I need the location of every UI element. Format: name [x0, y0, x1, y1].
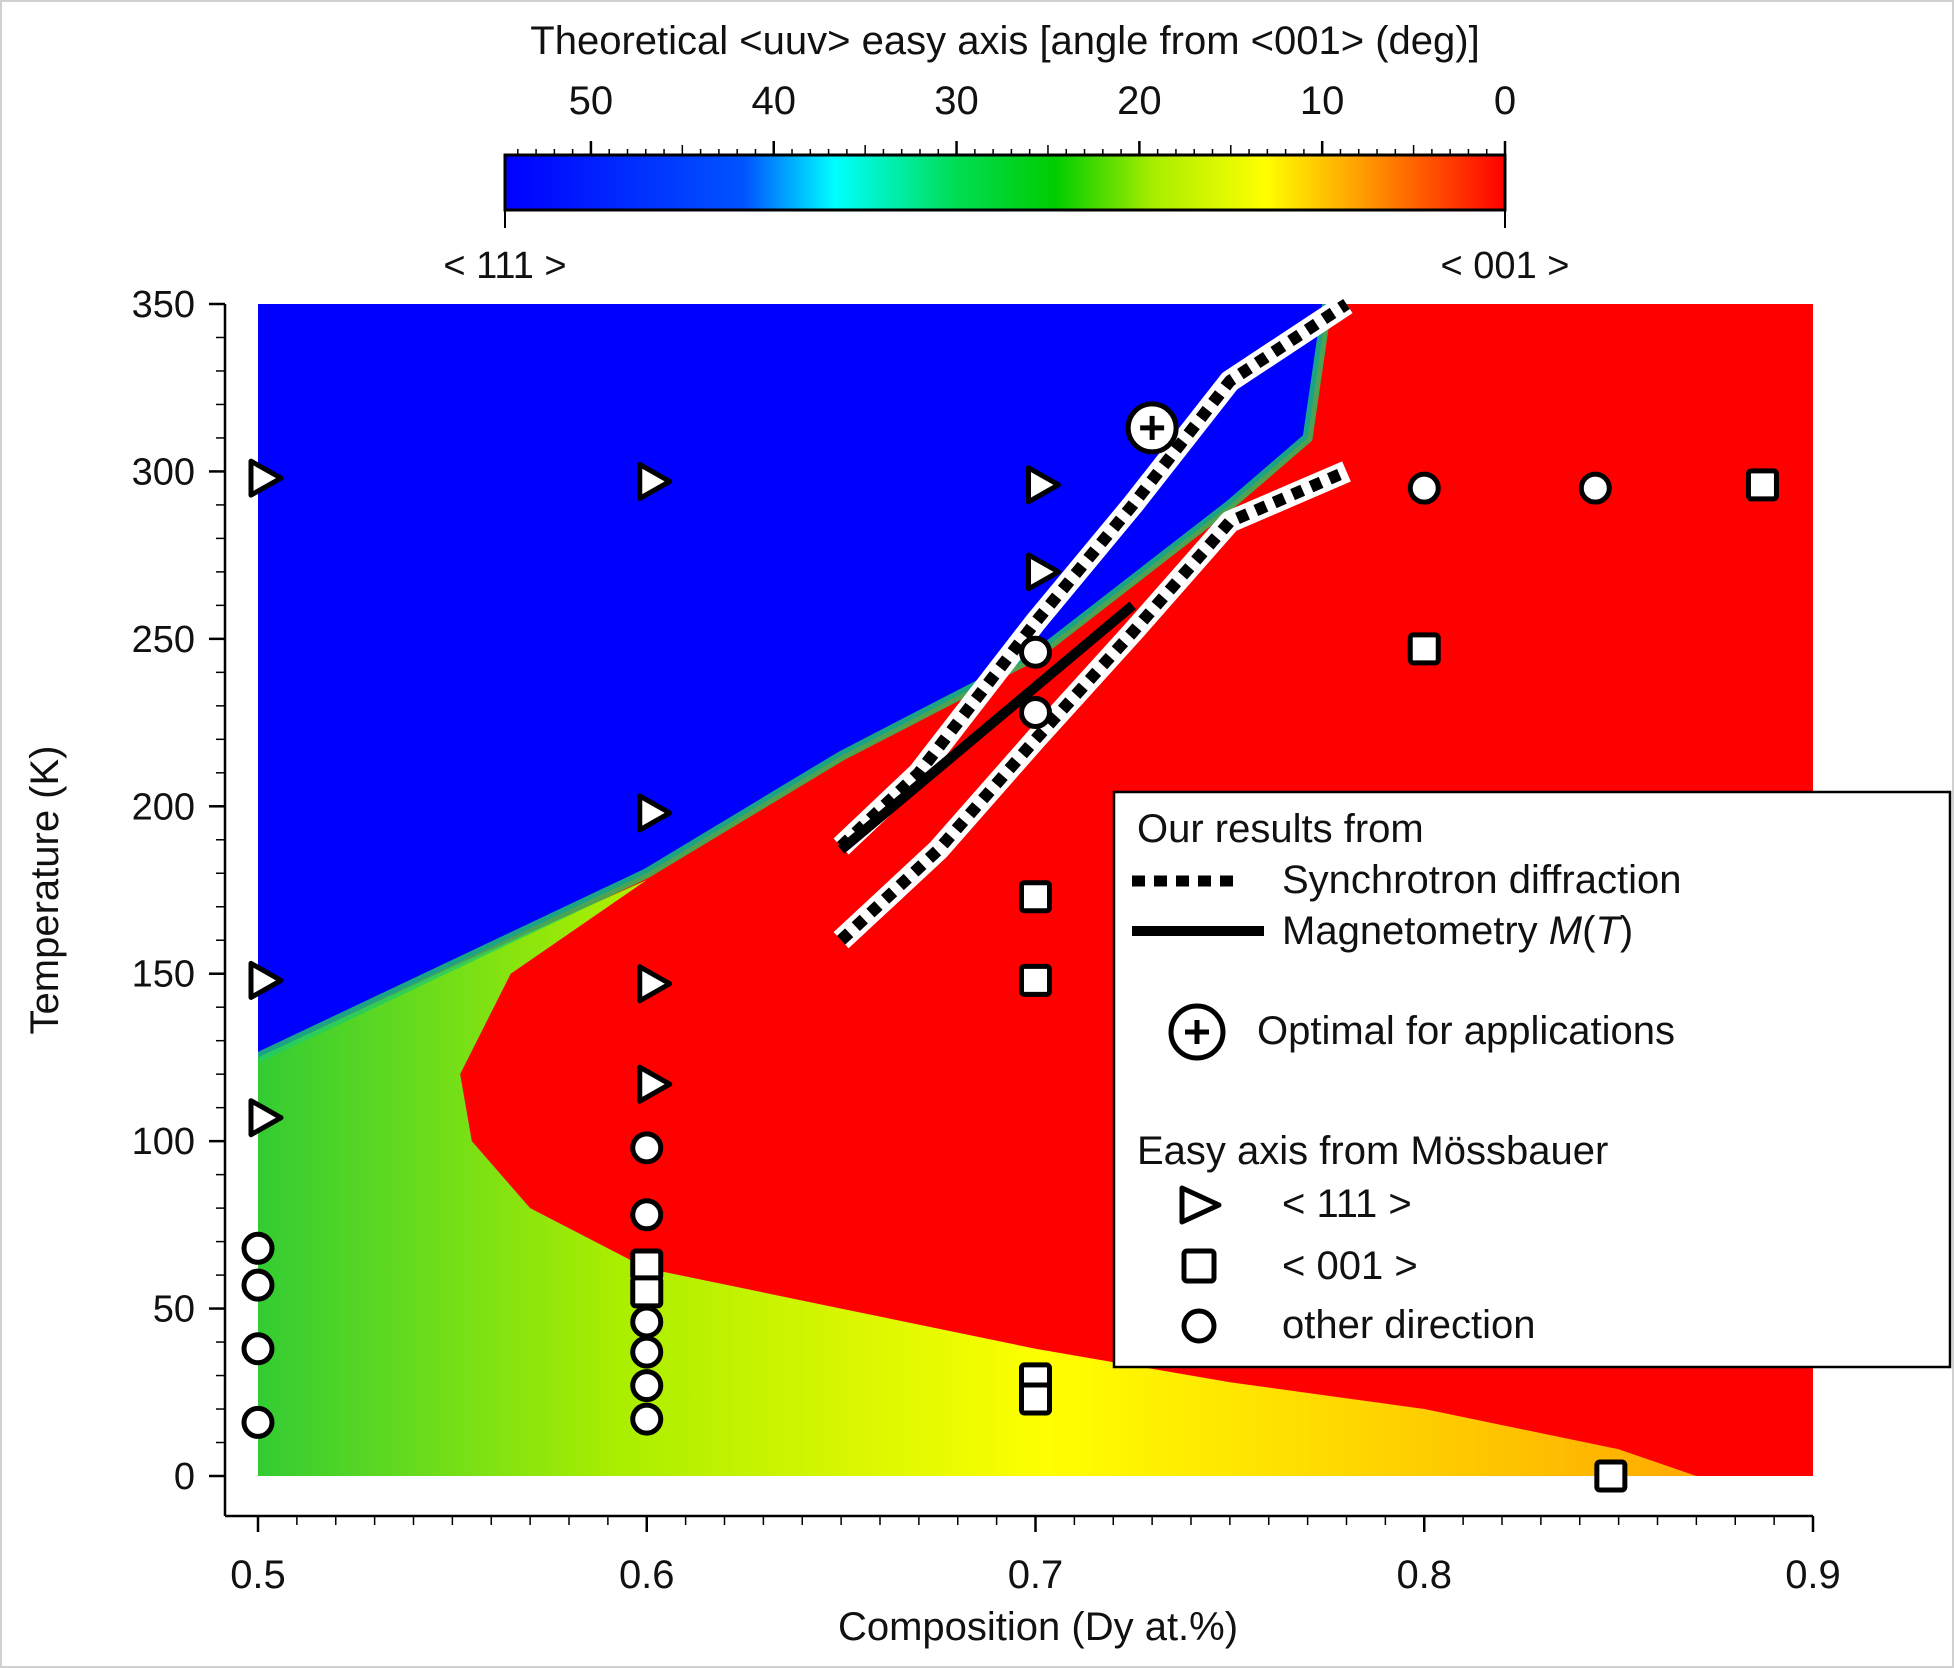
legend-box: [1112, 790, 1952, 1369]
colorbar: Theoretical <uuv> easy axis [angle from …: [443, 19, 1569, 287]
legend-mossbauer-header: Easy axis from Mössbauer: [1137, 1129, 1608, 1173]
circle-other-marker: [1578, 471, 1612, 505]
circle-other-marker: [630, 1198, 664, 1232]
x-axis-tick-label: 0.9: [1785, 1553, 1841, 1597]
y-axis-tick-label: 350: [132, 284, 195, 326]
x-axis-label: Composition (Dy at.%): [838, 1605, 1238, 1649]
x-axis-tick-label: 0.8: [1396, 1553, 1452, 1597]
legend-circle-icon: [1181, 1308, 1217, 1344]
legend-circle-label: other direction: [1282, 1303, 1535, 1347]
triangle-111-marker: [248, 458, 284, 498]
y-axis-tick-label: 0: [174, 1456, 195, 1498]
legend-optimal-label: Optimal for applications: [1257, 1009, 1675, 1053]
magnetometry-line: [837, 601, 1136, 854]
circle-other-marker: [241, 1231, 275, 1265]
square-001-marker: [630, 1248, 664, 1282]
colorbar-right-end-label: < 001 >: [1441, 245, 1570, 287]
x-axis-tick-label: 0.5: [230, 1553, 286, 1597]
triangle-111-marker: [1026, 552, 1061, 592]
colorbar-tick-label: 20: [1117, 79, 1162, 123]
colorbar-gradient-bar: [503, 153, 1507, 212]
legend-square-icon: [1181, 1248, 1217, 1284]
legend-square-label: < 001 >: [1282, 1244, 1418, 1288]
circle-other-marker: [630, 1369, 664, 1403]
triangle-111-marker: [637, 964, 673, 1004]
circle-other-marker: [630, 1131, 664, 1165]
circle-other-marker: [630, 1335, 664, 1369]
heatmap-region-111: [258, 304, 1328, 1058]
square-001-marker: [1407, 632, 1441, 666]
y-axis-tick-label: 300: [132, 451, 195, 493]
legend-optimal-icon: [1168, 1003, 1226, 1061]
x-axis-tick-label: 0.7: [1008, 1553, 1064, 1597]
data-markers: [241, 401, 1779, 1493]
legend-triangle-label: < 111 >: [1282, 1182, 1412, 1226]
optimal-marker: [1125, 401, 1179, 455]
colorbar-tick-label: 40: [751, 79, 796, 123]
circle-other-marker: [630, 1402, 664, 1436]
colorbar-tick-label: 0: [1494, 79, 1516, 123]
colorbar-left-end-label: < 111 >: [443, 245, 566, 287]
circle-other-marker: [630, 1305, 664, 1339]
colorbar-tick-label: 10: [1300, 79, 1345, 123]
y-axis-tick-label: 250: [132, 619, 195, 661]
triangle-111-marker: [1026, 465, 1061, 505]
x-axis-ticks: 0.5 0.6 0.7 0.8 0.9: [230, 1516, 1841, 1597]
colorbar-ticks: 50 40 30 20 10 0: [517, 79, 1516, 155]
synchrotron-line: [836, 298, 1350, 851]
triangle-111-marker: [637, 1064, 673, 1104]
circle-other-marker: [241, 1405, 275, 1439]
axes: 0 50 100 150 200 250 300 350 0.5 0.6 0.7 0.8 0.9 Co…: [23, 284, 1841, 1649]
circle-other-marker: [241, 1268, 275, 1302]
y-axis-ticks: 0 50 100 150 200 250 300 350: [132, 284, 225, 1498]
y-axis-tick-label: 150: [132, 954, 195, 996]
square-001-marker: [1019, 1382, 1052, 1416]
y-axis-tick-label: 200: [132, 786, 195, 828]
circle-other-marker: [1407, 471, 1441, 505]
square-001-marker: [1745, 468, 1779, 502]
circle-other-marker: [241, 1332, 275, 1366]
colorbar-tick-label: 30: [934, 79, 979, 123]
triangle-111-marker: [637, 793, 673, 833]
square-001-marker: [630, 1275, 664, 1309]
circle-other-marker: [1019, 696, 1052, 730]
legend-magnetometry-label: Magnetometry M(T): [1282, 909, 1633, 953]
legend-header: Our results from: [1137, 807, 1424, 851]
triangle-111-marker: [248, 960, 284, 1000]
y-axis-tick-label: 100: [132, 1121, 195, 1163]
x-axis-tick-label: 0.6: [619, 1553, 675, 1597]
legend-triangle-icon: [1179, 1185, 1222, 1225]
colorbar-tick-label: 50: [569, 79, 614, 123]
series-lines: [833, 294, 1353, 949]
legend-synchrotron-label: Synchrotron diffraction: [1282, 858, 1681, 902]
legend: Our results from Synchrotron diffraction…: [1112, 790, 1952, 1369]
square-001-marker: [1019, 963, 1052, 997]
y-axis-label: Temperature (K): [23, 746, 67, 1035]
synchrotron-line: [837, 465, 1349, 945]
circle-other-marker: [1019, 635, 1052, 669]
y-axis-tick-label: 50: [153, 1289, 195, 1331]
triangle-111-marker: [248, 1098, 284, 1138]
square-001-marker: [1019, 880, 1052, 914]
colorbar-title: Theoretical <uuv> easy axis [angle from …: [530, 19, 1479, 63]
triangle-111-marker: [637, 461, 673, 501]
heatmap-region-intermediate: [258, 879, 1697, 1476]
square-001-marker: [1594, 1459, 1628, 1493]
